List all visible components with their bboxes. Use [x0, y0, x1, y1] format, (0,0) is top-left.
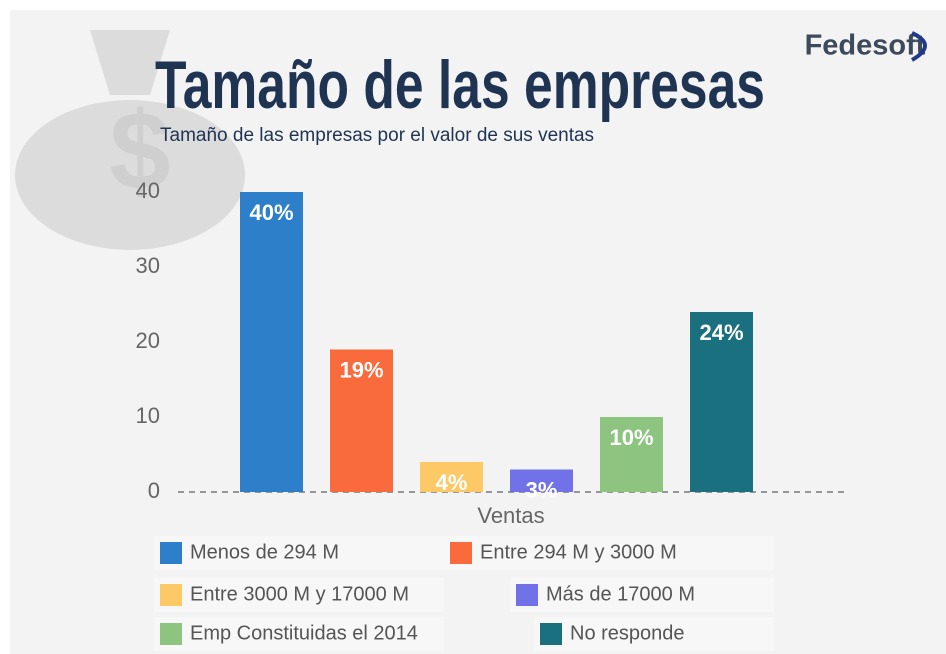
- chart-title: Tamaño de las empresas: [155, 47, 765, 123]
- legend-swatch: [160, 584, 182, 606]
- legend-swatch: [540, 623, 562, 645]
- y-tick-label: 40: [136, 178, 160, 203]
- y-tick-label: 10: [136, 403, 160, 428]
- value-label: 40%: [249, 200, 293, 225]
- legend-label: Más de 17000 M: [546, 583, 695, 605]
- value-label: 19%: [339, 357, 383, 382]
- logo: Fedesoft: [805, 30, 926, 62]
- x-axis-label: Ventas: [477, 503, 544, 528]
- value-label: 4%: [436, 470, 468, 495]
- value-label: 10%: [609, 425, 653, 450]
- bar: [240, 192, 303, 492]
- value-label: 3%: [526, 477, 558, 502]
- chart-subtitle: Tamaño de las empresas por el valor de s…: [160, 125, 594, 146]
- legend-label: Entre 3000 M y 17000 M: [190, 583, 409, 605]
- chart: $ Fedesoft Tamaño de las empresas Tamaño…: [0, 0, 946, 654]
- legend-label: Menos de 294 M: [190, 541, 339, 563]
- y-tick-label: 30: [136, 253, 160, 278]
- y-tick-label: 0: [148, 478, 160, 503]
- legend-swatch: [160, 542, 182, 564]
- y-tick-label: 20: [136, 328, 160, 353]
- legend-label: Emp Constituidas el 2014: [190, 622, 418, 644]
- legend-swatch: [450, 542, 472, 564]
- legend-swatch: [160, 623, 182, 645]
- value-label: 24%: [699, 320, 743, 345]
- legend-label: Entre 294 M y 3000 M: [480, 541, 677, 563]
- legend-swatch: [516, 584, 538, 606]
- legend-label: No responde: [570, 622, 685, 644]
- page: $ Fedesoft Tamaño de las empresas Tamaño…: [0, 0, 946, 654]
